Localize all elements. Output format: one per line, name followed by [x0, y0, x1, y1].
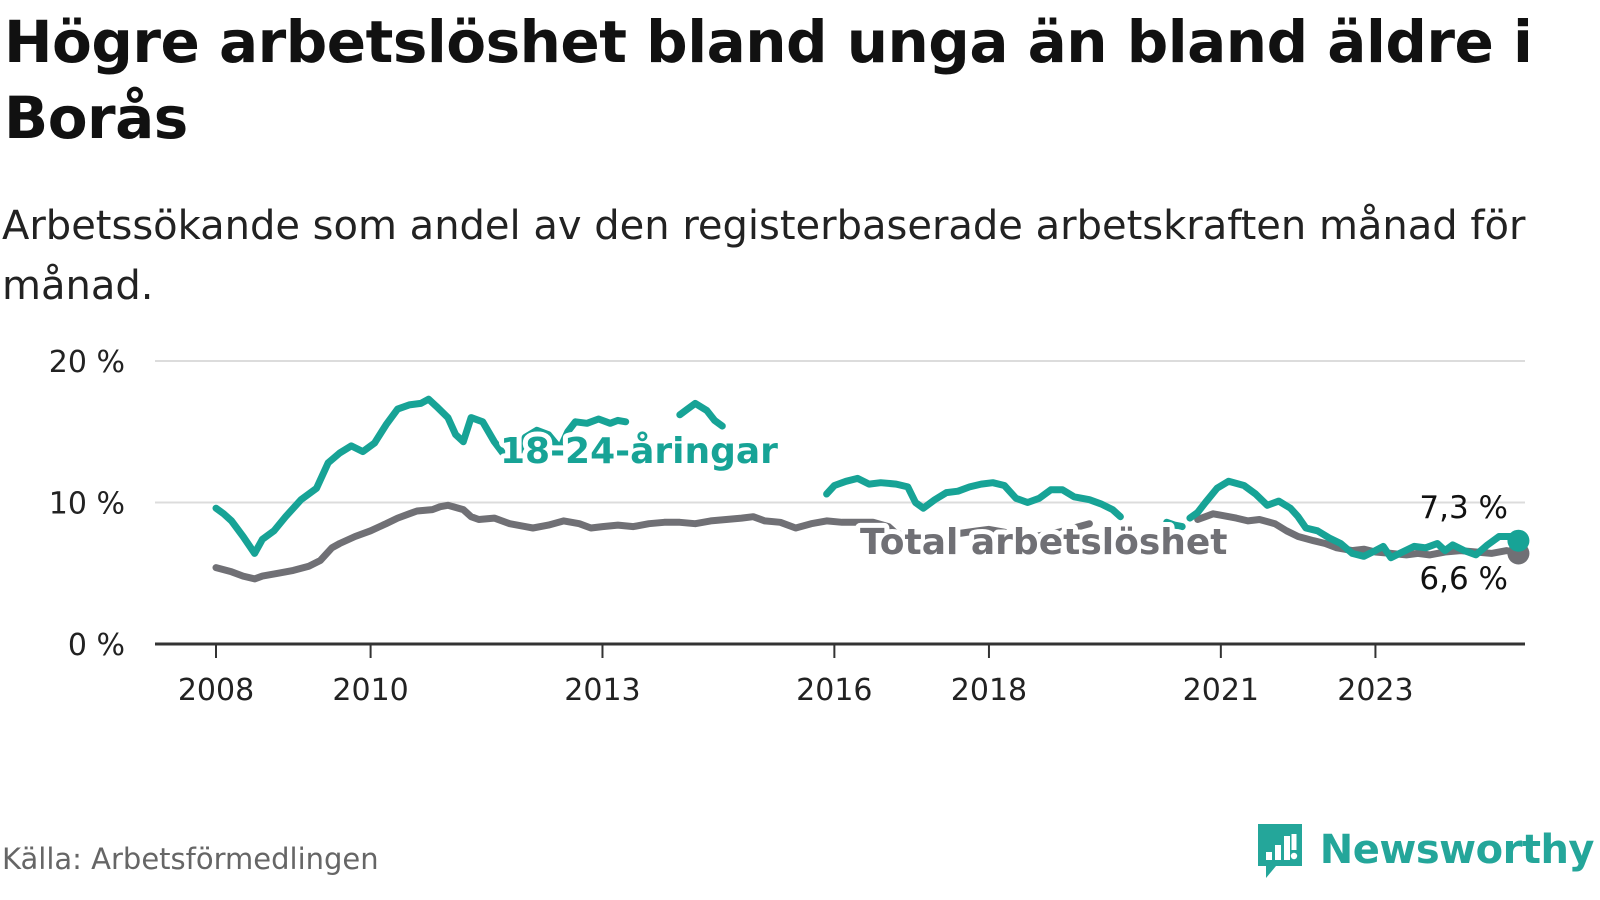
series-line-1-segment-1 [676, 399, 726, 430]
series-line-1-segment-4 [1186, 477, 1522, 562]
series-labels: 18-24-åringar Total arbetslöshet 7,3 % 6… [495, 426, 1508, 597]
x-tick-label: 2013 [564, 673, 640, 708]
x-tick-label: 2016 [796, 673, 872, 708]
brand-logo: Newsworthy [1254, 820, 1595, 880]
x-axis: 2008 2010 2013 2016 2018 2021 2023 [155, 642, 1525, 708]
chart-title: Högre arbetslöshet bland unga än bland ä… [4, 8, 1533, 152]
series-line-1-segment-0 [212, 395, 630, 557]
x-tick-label: 2010 [332, 673, 408, 708]
x-tick-label: 2023 [1337, 673, 1413, 708]
series-line-0-segment-0 [212, 501, 1093, 583]
line-chart: 0 % 10 % 20 % 2008 2010 2013 2016 2018 2021 2023… [49, 345, 1530, 708]
y-tick-label: 0 % [68, 628, 125, 663]
series-line-1-segment-3 [1163, 518, 1186, 531]
x-tick-label: 2018 [951, 673, 1027, 708]
brand-name: Newsworthy [1319, 827, 1595, 873]
x-tick-label: 2008 [178, 673, 254, 708]
x-tick-label: 2021 [1183, 673, 1259, 708]
series-label-youth: 18-24-åringar [500, 431, 778, 472]
series-end-point-1 [1507, 529, 1530, 552]
y-tick-label: 20 % [49, 345, 125, 380]
source-note: Källa: Arbetsförmedlingen [2, 842, 379, 876]
series-lines [212, 395, 1530, 583]
gridlines [155, 360, 1525, 504]
y-axis-ticks: 0 % 10 % 20 % [49, 345, 125, 663]
series-label-total: Total arbetslöshet [860, 522, 1228, 563]
end-label-youth: 7,3 % [1419, 490, 1508, 526]
series-line-1-segment-2 [823, 474, 1124, 521]
newsworthy-logo-icon [1257, 824, 1302, 878]
end-label-total: 6,6 % [1419, 561, 1508, 597]
chart-subtitle: Arbetssökande som andel av den registerb… [2, 203, 1526, 309]
y-tick-label: 10 % [49, 487, 125, 522]
